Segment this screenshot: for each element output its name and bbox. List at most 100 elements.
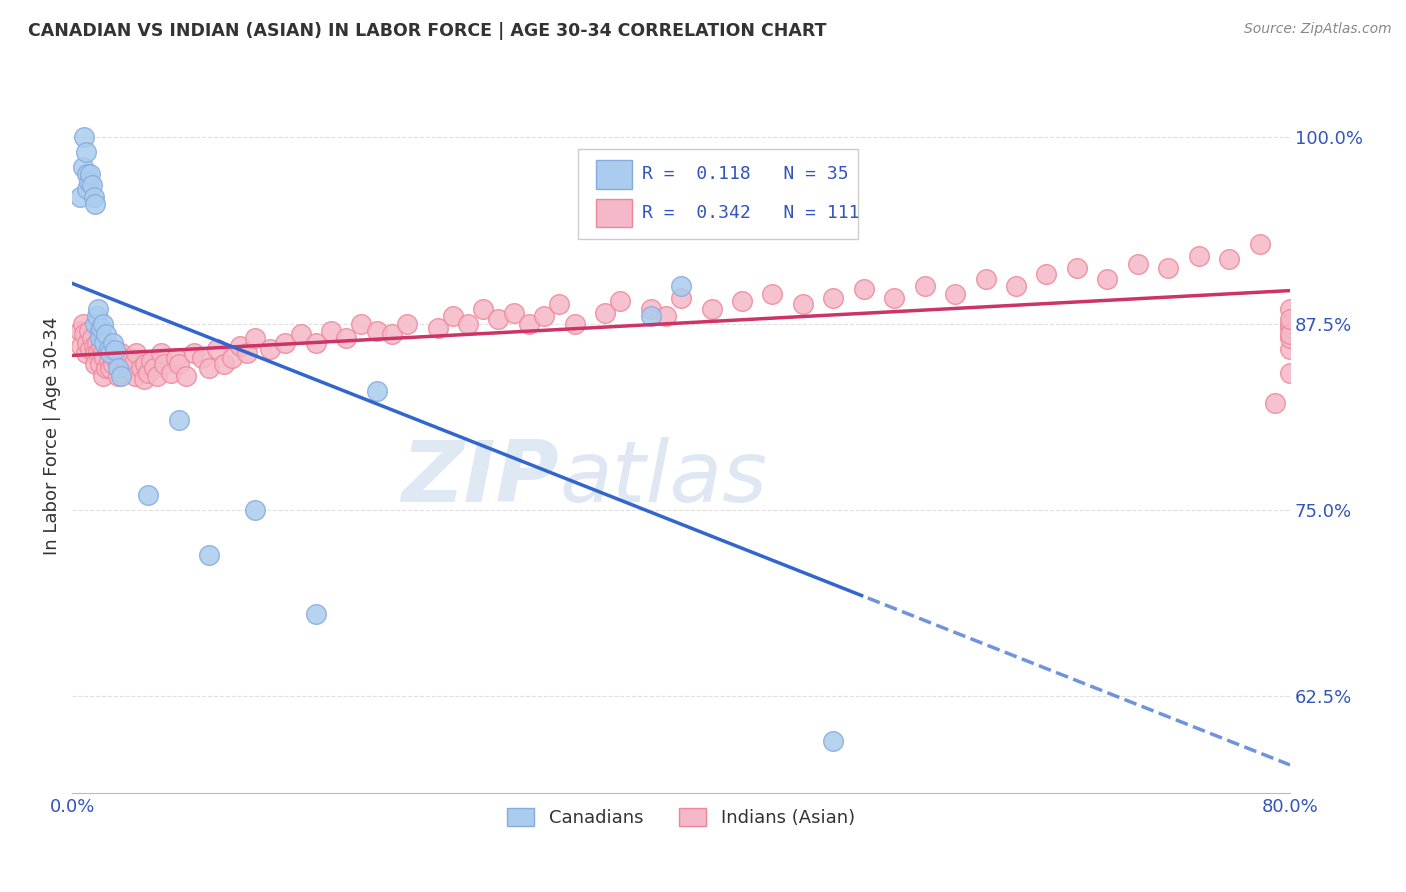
Point [103,335,125,350]
Point [669,291,692,305]
Text: CANADIAN VS INDIAN (ASIAN) IN LABOR FORCE | AGE 30-34 CORRELATION CHART: CANADIAN VS INDIAN (ASIAN) IN LABOR FORC… [28,22,827,40]
Point [1126,257,1149,271]
Point [319,324,342,338]
Point [94,326,117,341]
Point [1249,237,1271,252]
Point [183,346,205,360]
Bar [596,199,633,227]
Point [1279,366,1302,380]
Point [93,351,115,365]
Point [350,317,373,331]
Point [221,351,243,365]
Point [914,279,936,293]
Point [1279,331,1302,345]
Point [943,286,966,301]
Point [1279,317,1302,331]
Point [129,361,152,376]
Point [274,335,297,350]
Point [107,368,129,383]
Point [94,361,117,376]
Point [236,346,259,360]
Point [91,368,114,383]
Point [73,326,96,341]
Point [165,351,187,365]
Point [472,301,495,316]
Point [305,335,328,350]
Point [655,309,678,323]
Point [69,324,91,338]
Point [167,413,190,427]
Text: atlas: atlas [560,437,768,520]
Point [141,354,163,368]
Point [852,282,875,296]
Point [396,317,419,331]
Point [190,351,212,365]
Point [70,339,93,353]
Point [243,503,266,517]
Point [176,368,198,383]
Point [77,175,100,189]
Point [974,272,997,286]
Point [143,361,166,376]
Point [548,297,571,311]
FancyBboxPatch shape [578,149,858,238]
Point [366,324,388,338]
Point [76,182,98,196]
Point [110,368,132,383]
Point [91,346,114,360]
Point [115,361,138,376]
Point [1279,301,1302,316]
Point [1264,395,1286,409]
Point [640,301,662,316]
Point [640,309,662,323]
Point [69,190,91,204]
Point [97,342,120,356]
Point [205,342,228,356]
Point [138,488,160,502]
Point [107,361,129,376]
Point [86,335,108,350]
Point [669,279,692,293]
Text: R =  0.118   N = 35: R = 0.118 N = 35 [643,165,849,183]
Point [564,317,586,331]
Point [114,354,136,368]
Text: R =  0.342   N = 111: R = 0.342 N = 111 [643,204,859,222]
Point [167,357,190,371]
Point [517,317,540,331]
Point [1279,312,1302,326]
Point [98,361,121,376]
Point [111,366,134,380]
Point [134,357,156,371]
Point [75,145,97,159]
Point [76,168,98,182]
Bar [596,160,633,188]
Point [77,324,100,338]
Point [84,197,107,211]
Point [72,160,94,174]
Point [1279,342,1302,356]
Point [1066,261,1088,276]
Text: ZIP: ZIP [402,437,560,520]
Point [1097,272,1119,286]
Point [457,317,479,331]
Point [79,342,101,356]
Y-axis label: In Labor Force | Age 30-34: In Labor Force | Age 30-34 [44,316,60,555]
Legend: Canadians, Indians (Asian): Canadians, Indians (Asian) [501,801,862,834]
Point [104,351,127,365]
Point [426,321,449,335]
Point [132,372,155,386]
Point [700,301,723,316]
Point [87,301,110,316]
Point [90,321,112,335]
Point [97,354,120,368]
Point [84,346,107,360]
Point [76,335,98,350]
Point [87,344,110,359]
Point [290,326,312,341]
Point [381,326,404,341]
Point [89,357,111,371]
Point [502,306,524,320]
Point [609,294,631,309]
Point [138,366,160,380]
Point [761,286,783,301]
